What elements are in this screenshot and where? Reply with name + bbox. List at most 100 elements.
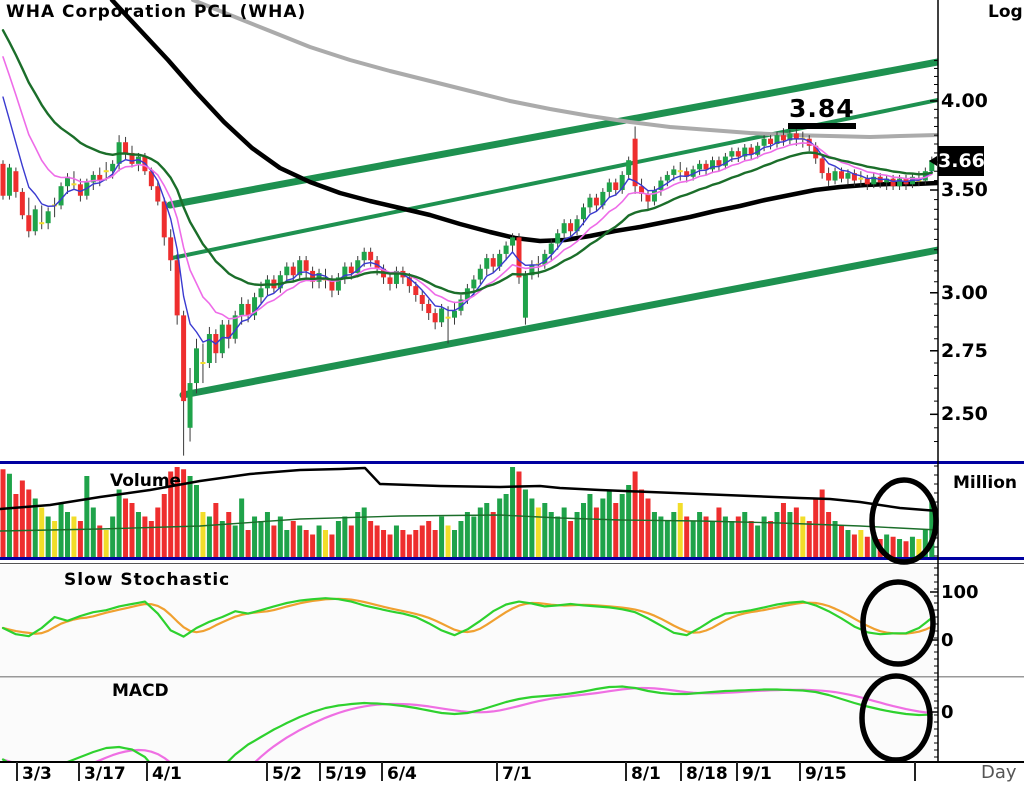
candle-body: [871, 176, 877, 185]
stochastic-panel: [1, 597, 933, 638]
price-axis-label: 2.50: [941, 403, 988, 426]
volume-bar: [593, 507, 599, 557]
volume-bar: [884, 534, 890, 557]
candle-body: [348, 266, 354, 274]
volume-bar: [45, 516, 51, 557]
stochastic-k-line: [1, 597, 933, 638]
long-term-ma-gray: [191, 0, 938, 139]
candle-body: [45, 211, 51, 224]
candle-body: [303, 260, 309, 271]
candle-body: [342, 266, 348, 278]
volume-bottom-border: [0, 557, 1024, 560]
volume-bar: [52, 521, 58, 557]
volume-bar: [19, 480, 25, 557]
candle-body: [703, 163, 709, 170]
x-axis-unit-label: Day: [981, 762, 1017, 783]
volume-bar: [419, 525, 425, 557]
candle-body: [787, 133, 793, 141]
candle-body: [439, 308, 445, 323]
volume-bar: [813, 498, 819, 557]
candle-body: [922, 171, 928, 181]
candle-body: [484, 258, 490, 269]
candle-body: [335, 277, 341, 291]
volume-bar: [232, 525, 238, 557]
candle-body: [548, 243, 554, 254]
candle-body: [639, 186, 645, 194]
volume-bar: [722, 516, 728, 557]
macd-line: [1, 685, 933, 762]
candle-body: [510, 237, 516, 246]
chart-title: WHA Corporation PCL (WHA): [6, 2, 307, 22]
volume-bar: [690, 521, 696, 557]
volume-bar: [219, 521, 225, 557]
macd-panel-label: MACD: [112, 681, 169, 701]
candle-body: [722, 156, 728, 166]
volume-bar: [568, 521, 574, 557]
volume-bar: [897, 539, 903, 557]
volume-bar: [871, 532, 877, 557]
candle-body: [690, 169, 696, 177]
volume-bar: [922, 530, 928, 557]
separator-line-1: [0, 563, 1024, 564]
volume-bar: [581, 503, 586, 557]
volume-bar: [426, 521, 432, 557]
volume-bar: [826, 512, 832, 557]
volume-bar: [368, 521, 374, 557]
candle-body: [832, 171, 838, 181]
current-price-badge: 3.66: [938, 146, 985, 176]
candle-body: [793, 133, 799, 139]
candle-body: [452, 310, 457, 318]
volume-bar: [561, 507, 567, 557]
resistance-price-annotation: 3.84: [789, 94, 855, 123]
candle-body: [632, 138, 638, 187]
volume-panel-label: Volume: [110, 471, 182, 491]
volume-bar: [103, 530, 109, 557]
volume-bar: [245, 530, 251, 557]
candle-body: [187, 383, 193, 428]
candle-body: [490, 258, 496, 267]
volume-bar: [574, 512, 580, 557]
candle-body: [329, 279, 335, 291]
volume-ma-black: [0, 466, 938, 513]
volume-bar: [303, 530, 309, 557]
volume-bar: [735, 516, 741, 557]
candle-body: [393, 270, 399, 284]
candle-body: [755, 145, 761, 155]
volume-bar: [477, 507, 483, 557]
volume-bar: [258, 521, 264, 557]
candle-body: [26, 215, 32, 232]
volume-bar: [194, 485, 199, 557]
candle-body: [497, 253, 503, 267]
candle-body: [245, 303, 251, 316]
x-axis-label: 6/4: [387, 764, 417, 784]
trend-channel-line-2: [179, 246, 938, 399]
ema-slow-line: [1, 29, 933, 295]
volume-bar: [297, 525, 303, 557]
candle-body: [819, 158, 825, 174]
candle-body: [593, 197, 599, 206]
candle-body: [239, 303, 245, 316]
volume-bar: [290, 521, 296, 557]
volume-bar: [400, 530, 406, 557]
volume-bar: [839, 525, 844, 557]
volume-bar: [439, 516, 445, 557]
volume-bar: [116, 489, 122, 557]
candle-body: [522, 275, 528, 318]
x-axis-label: 3/3: [22, 764, 52, 784]
candle-body: [735, 151, 741, 157]
highlight-circle-1: [860, 579, 936, 667]
volume-bar: [374, 525, 380, 557]
volume-bar: [626, 485, 632, 557]
candle-body: [129, 152, 135, 164]
volume-bar: [780, 503, 786, 557]
long-term-ma-black: [109, 0, 938, 244]
volume-ma-green: [0, 514, 938, 532]
candle-body: [477, 268, 483, 280]
volume-bar: [832, 521, 838, 557]
price-axis-label: 2.75: [941, 339, 988, 362]
candle-body: [284, 266, 290, 276]
candle-body: [432, 313, 438, 323]
candle-body: [206, 334, 212, 364]
macd-panel-bg: [0, 677, 938, 762]
